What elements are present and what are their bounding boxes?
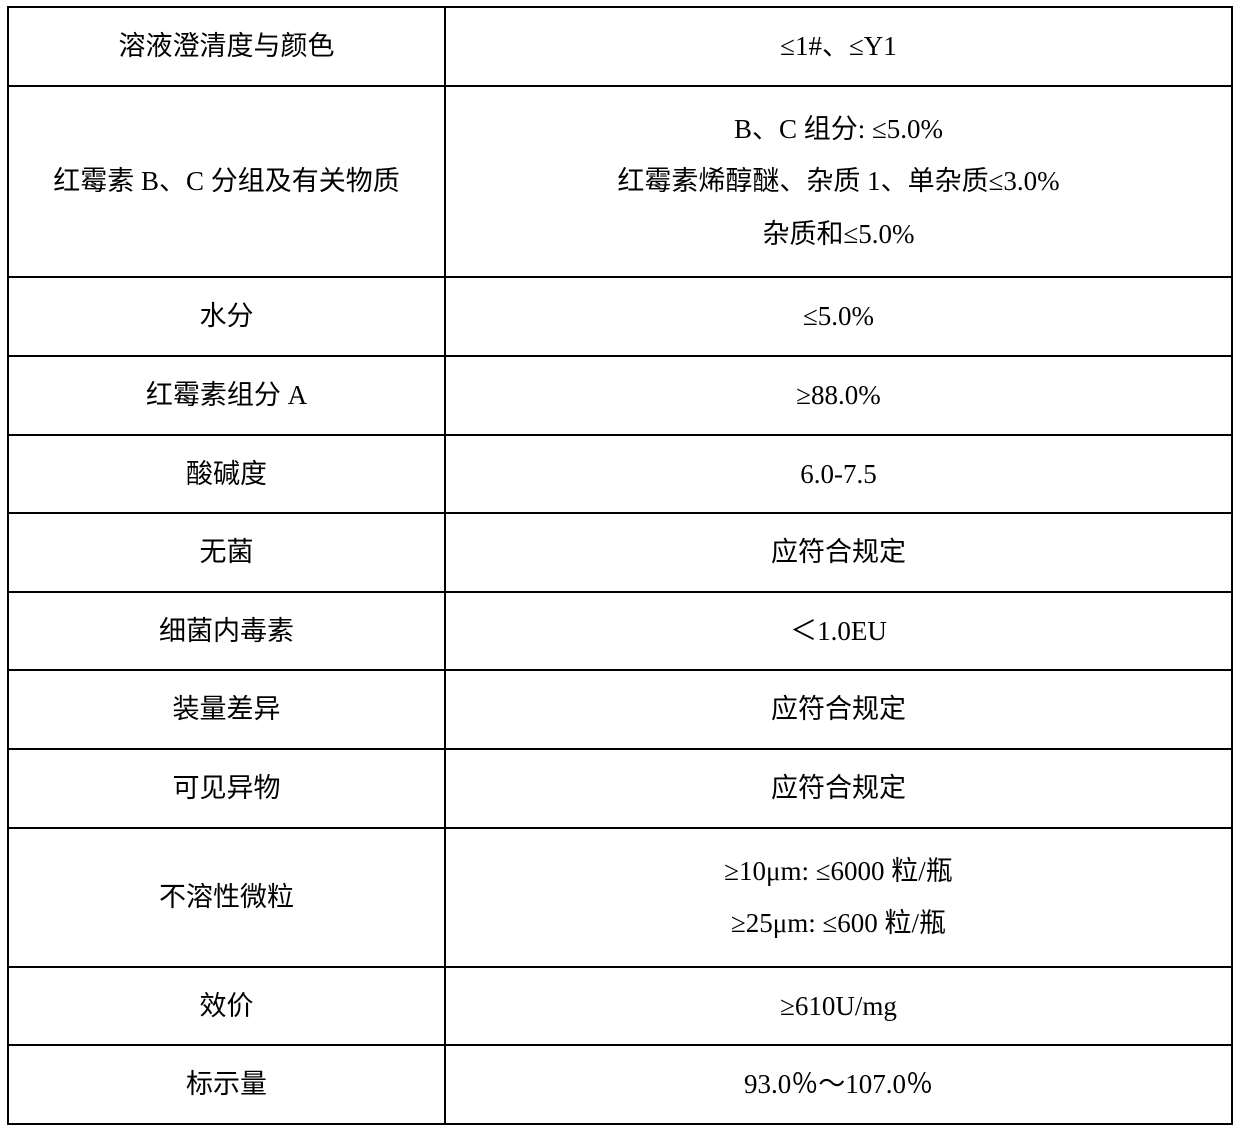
table-row: 红霉素组分 A ≥88.0% [8,356,1232,435]
row-label: 效价 [8,967,445,1046]
spec-table: 溶液澄清度与颜色 ≤1#、≤Y1 红霉素 B、C 分组及有关物质 B、C 组分:… [7,6,1233,1125]
table-row: 酸碱度 6.0-7.5 [8,435,1232,514]
row-label: 不溶性微粒 [8,828,445,967]
row-value: ＜1.0EU [445,592,1232,671]
row-value: ≤5.0% [445,277,1232,356]
row-value: 应符合规定 [445,749,1232,828]
row-value-line: 红霉素烯醇醚、杂质 1、单杂质≤3.0% [454,157,1223,206]
table-row: 溶液澄清度与颜色 ≤1#、≤Y1 [8,7,1232,86]
table-row: 红霉素 B、C 分组及有关物质 B、C 组分: ≤5.0% 红霉素烯醇醚、杂质 … [8,86,1232,278]
table-body: 溶液澄清度与颜色 ≤1#、≤Y1 红霉素 B、C 分组及有关物质 B、C 组分:… [8,7,1232,1124]
row-value: 93.0％～107.0％ [445,1045,1232,1124]
row-value: 应符合规定 [445,513,1232,592]
row-value: 6.0-7.5 [445,435,1232,514]
row-value-line: ≥25μm: ≤600 粒/瓶 [454,899,1223,948]
table-row: 不溶性微粒 ≥10μm: ≤6000 粒/瓶 ≥25μm: ≤600 粒/瓶 [8,828,1232,967]
row-value: ≥610U/mg [445,967,1232,1046]
row-value-line: 杂质和≤5.0% [454,210,1223,259]
table-row: 效价 ≥610U/mg [8,967,1232,1046]
table-row: 细菌内毒素 ＜1.0EU [8,592,1232,671]
row-value-line: B、C 组分: ≤5.0% [454,105,1223,154]
row-value: ≤1#、≤Y1 [445,7,1232,86]
row-label: 红霉素 B、C 分组及有关物质 [8,86,445,278]
table-row: 标示量 93.0％～107.0％ [8,1045,1232,1124]
row-label: 溶液澄清度与颜色 [8,7,445,86]
row-value-line: ≥10μm: ≤6000 粒/瓶 [454,847,1223,896]
row-label: 水分 [8,277,445,356]
table-row: 水分 ≤5.0% [8,277,1232,356]
row-label: 可见异物 [8,749,445,828]
row-label: 细菌内毒素 [8,592,445,671]
row-value: ≥88.0% [445,356,1232,435]
row-label: 装量差异 [8,670,445,749]
row-value: ≥10μm: ≤6000 粒/瓶 ≥25μm: ≤600 粒/瓶 [445,828,1232,967]
row-label: 标示量 [8,1045,445,1124]
row-label: 酸碱度 [8,435,445,514]
table-row: 可见异物 应符合规定 [8,749,1232,828]
row-label: 无菌 [8,513,445,592]
row-value: B、C 组分: ≤5.0% 红霉素烯醇醚、杂质 1、单杂质≤3.0% 杂质和≤5… [445,86,1232,278]
table-row: 装量差异 应符合规定 [8,670,1232,749]
row-value: 应符合规定 [445,670,1232,749]
row-label: 红霉素组分 A [8,356,445,435]
table-row: 无菌 应符合规定 [8,513,1232,592]
